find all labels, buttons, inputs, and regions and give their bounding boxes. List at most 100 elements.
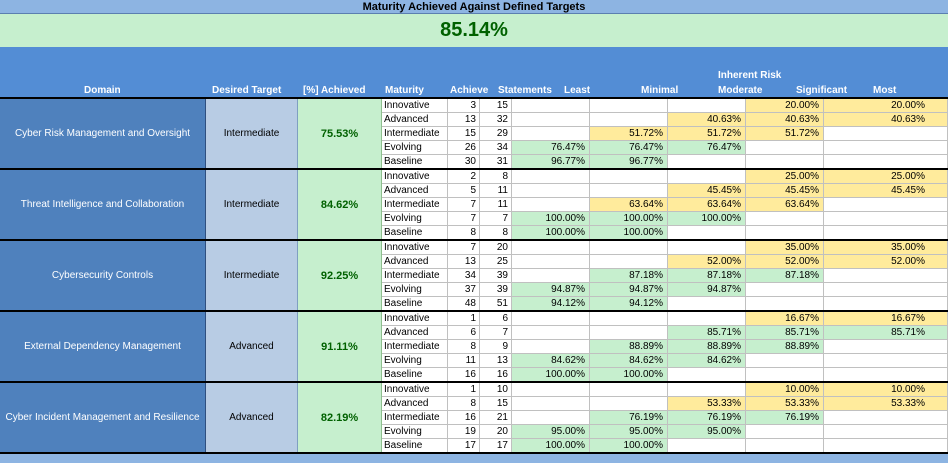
risk-minimal-cell [590,184,668,198]
risk-most-cell: 25.00% [824,170,948,184]
statements-count: 15 [480,99,512,113]
desired-target: Advanced [206,383,298,452]
risk-least-cell [512,127,590,141]
header-least: Least [564,85,591,96]
risk-minimal-cell: 63.64% [590,198,668,212]
statements-count: 20 [480,241,512,255]
risk-most-cell: 40.63% [824,113,948,127]
risk-significant-cell: 25.00% [746,170,824,184]
achieve-count: 1 [448,312,480,326]
maturity-level: Innovative [382,312,448,326]
risk-least-cell: 94.87% [512,283,590,297]
table-row: Innovative 3 15 20.00% 20.00% [382,99,948,113]
risk-least-cell [512,340,590,354]
statements-count: 11 [480,184,512,198]
risk-most-cell [824,212,948,226]
table-row: Intermediate 8 9 88.89% 88.89% 88.89% [382,340,948,354]
maturity-level: Intermediate [382,340,448,354]
risk-most-cell: 10.00% [824,383,948,397]
risk-most-cell: 45.45% [824,184,948,198]
achieved-percent: 75.53% [298,99,382,168]
risk-significant-cell: 20.00% [746,99,824,113]
risk-minimal-cell: 95.00% [590,425,668,439]
achieve-count: 5 [448,184,480,198]
risk-minimal-cell: 96.77% [590,155,668,169]
risk-moderate-cell [668,439,746,453]
achieve-count: 8 [448,226,480,240]
risk-most-cell [824,354,948,368]
table-row: Advanced 5 11 45.45% 45.45% 45.45% [382,184,948,198]
desired-target: Intermediate [206,99,298,168]
risk-moderate-cell: 94.87% [668,283,746,297]
risk-least-cell [512,113,590,127]
risk-moderate-cell: 45.45% [668,184,746,198]
risk-minimal-cell: 100.00% [590,226,668,240]
header-minimal: Minimal [641,85,679,96]
risk-least-cell [512,255,590,269]
risk-significant-cell [746,283,824,297]
table-footer [0,452,948,463]
overall-achieved-percent: 85.14% [0,14,948,47]
table-row: Baseline 17 17 100.00% 100.00% [382,439,948,453]
risk-moderate-cell [668,383,746,397]
table-row: Innovative 2 8 25.00% 25.00% [382,170,948,184]
table-row: Intermediate 34 39 87.18% 87.18% 87.18% [382,269,948,283]
table-row: Evolving 37 39 94.87% 94.87% 94.87% [382,283,948,297]
risk-minimal-cell: 100.00% [590,212,668,226]
table-row: Advanced 8 15 53.33% 53.33% 53.33% [382,397,948,411]
risk-most-cell [824,439,948,453]
achieve-count: 2 [448,170,480,184]
risk-least-cell: 100.00% [512,368,590,382]
risk-least-cell [512,411,590,425]
risk-significant-cell [746,141,824,155]
risk-minimal-cell [590,255,668,269]
risk-moderate-cell: 40.63% [668,113,746,127]
risk-significant-cell [746,439,824,453]
statements-count: 16 [480,368,512,382]
table-row: Advanced 6 7 85.71% 85.71% 85.71% [382,326,948,340]
risk-least-cell: 94.12% [512,297,590,311]
risk-significant-cell: 88.89% [746,340,824,354]
risk-minimal-cell: 51.72% [590,127,668,141]
risk-significant-cell: 40.63% [746,113,824,127]
domain-block: Cyber Incident Management and Resilience… [0,381,948,453]
maturity-level: Intermediate [382,269,448,283]
risk-significant-cell [746,368,824,382]
risk-moderate-cell: 76.47% [668,141,746,155]
risk-most-cell [824,340,948,354]
maturity-level: Innovative [382,383,448,397]
table-row: Evolving 19 20 95.00% 95.00% 95.00% [382,425,948,439]
risk-moderate-cell [668,368,746,382]
header-moderate: Moderate [718,85,763,96]
risk-moderate-cell: 76.19% [668,411,746,425]
domain-block: Cyber Risk Management and Oversight Inter… [0,97,948,169]
risk-most-cell [824,198,948,212]
risk-minimal-cell [590,241,668,255]
maturity-level: Baseline [382,439,448,453]
maturity-level: Intermediate [382,411,448,425]
maturity-level: Baseline [382,155,448,169]
risk-most-cell: 85.71% [824,326,948,340]
risk-moderate-cell: 84.62% [668,354,746,368]
risk-most-cell [824,411,948,425]
risk-moderate-cell [668,226,746,240]
header-most: Most [873,85,897,96]
statements-count: 39 [480,283,512,297]
statements-count: 51 [480,297,512,311]
domain-name: Cyber Risk Management and Oversight [0,99,206,168]
risk-minimal-cell [590,326,668,340]
statements-count: 13 [480,354,512,368]
desired-target: Advanced [206,312,298,381]
risk-most-cell [824,269,948,283]
risk-minimal-cell: 76.19% [590,411,668,425]
achieved-percent: 91.11% [298,312,382,381]
risk-least-cell: 96.77% [512,155,590,169]
risk-minimal-cell: 84.62% [590,354,668,368]
risk-minimal-cell: 88.89% [590,340,668,354]
domain-block: Cybersecurity Controls Intermediate 92.25%… [0,239,948,311]
achieve-count: 7 [448,198,480,212]
risk-moderate-cell [668,297,746,311]
table-row: Baseline 30 31 96.77% 96.77% [382,155,948,169]
statements-count: 20 [480,425,512,439]
achieve-count: 7 [448,241,480,255]
